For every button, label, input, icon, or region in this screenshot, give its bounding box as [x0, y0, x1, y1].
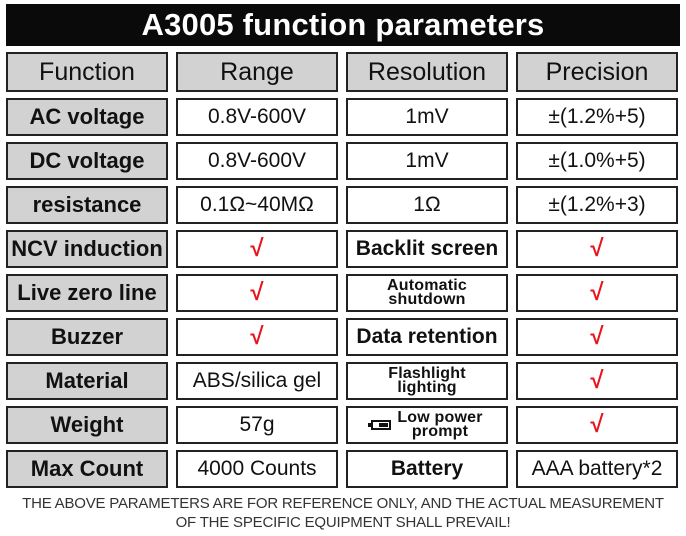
resolution-cell: 1mV [346, 98, 508, 136]
resolution-cell: 1mV [346, 142, 508, 180]
page-title: A3005 function parameters [141, 7, 545, 42]
feature-label-line2: lighting [397, 379, 457, 396]
header-precision: Precision [516, 52, 678, 92]
range-cell: 0.1Ω~40MΩ [176, 186, 338, 224]
header-function: Function [6, 52, 168, 92]
resolution-cell: Backlit screen [346, 230, 508, 268]
feature-label-line1: Flashlight [388, 365, 466, 382]
table-row: Live zero line √ Automatic shutdown √ [6, 274, 680, 312]
function-cell: resistance [6, 186, 168, 224]
resolution-cell: Low power prompt [346, 406, 508, 444]
check-mark-icon: √ [516, 274, 678, 312]
table-header-row: Function Range Resolution Precision [6, 52, 680, 92]
title-bar: A3005 function parameters [6, 4, 680, 46]
range-cell: ABS/silica gel [176, 362, 338, 400]
table-row: NCV induction √ Backlit screen √ [6, 230, 680, 268]
range-cell: 4000 Counts [176, 450, 338, 488]
resolution-cell: Automatic shutdown [346, 274, 508, 312]
precision-cell: ±(1.2%+5) [516, 98, 678, 136]
feature-label-line2: shutdown [388, 291, 466, 308]
header-resolution: Resolution [346, 52, 508, 92]
disclaimer: THE ABOVE PARAMETERS ARE FOR REFERENCE O… [0, 494, 686, 532]
resolution-cell: Data retention [346, 318, 508, 356]
feature-label-line1: Automatic [386, 277, 468, 294]
function-cell: Weight [6, 406, 168, 444]
resolution-cell: Flashlight lighting [346, 362, 508, 400]
table-row: resistance 0.1Ω~40MΩ 1Ω ±(1.2%+3) [6, 186, 680, 224]
disclaimer-line2: OF THE SPECIFIC EQUIPMENT SHALL PREVAIL! [175, 514, 511, 531]
check-mark-icon: √ [176, 274, 338, 312]
table-row: Weight 57g Low power prompt √ [6, 406, 680, 444]
function-cell: Max Count [6, 450, 168, 488]
feature-label-line1: Low power [397, 409, 483, 426]
check-mark-icon: √ [516, 406, 678, 444]
feature-label-line2: prompt [411, 423, 469, 440]
precision-cell: ±(1.0%+5) [516, 142, 678, 180]
range-cell: 0.8V-600V [176, 98, 338, 136]
resolution-cell: 1Ω [346, 186, 508, 224]
function-cell: Buzzer [6, 318, 168, 356]
check-mark-icon: √ [176, 230, 338, 268]
range-cell: 57g [176, 406, 338, 444]
header-range: Range [176, 52, 338, 92]
disclaimer-line1: THE ABOVE PARAMETERS ARE FOR REFERENCE O… [22, 495, 664, 512]
table-row: DC voltage 0.8V-600V 1mV ±(1.0%+5) [6, 142, 680, 180]
resolution-cell: Battery [346, 450, 508, 488]
precision-cell: AAA battery*2 [516, 450, 678, 488]
check-mark-icon: √ [516, 230, 678, 268]
table-row: Material ABS/silica gel Flashlight light… [6, 362, 680, 400]
function-cell: DC voltage [6, 142, 168, 180]
range-cell: 0.8V-600V [176, 142, 338, 180]
check-mark-icon: √ [176, 318, 338, 356]
function-cell: Material [6, 362, 168, 400]
function-cell: Live zero line [6, 274, 168, 312]
check-mark-icon: √ [516, 318, 678, 356]
function-cell: AC voltage [6, 98, 168, 136]
table-row: AC voltage 0.8V-600V 1mV ±(1.2%+5) [6, 98, 680, 136]
table-row: Buzzer √ Data retention √ [6, 318, 680, 356]
precision-cell: ±(1.2%+3) [516, 186, 678, 224]
table-row: Max Count 4000 Counts Battery AAA batter… [6, 450, 680, 488]
function-cell: NCV induction [6, 230, 168, 268]
parameters-table: Function Range Resolution Precision AC v… [6, 52, 680, 494]
battery-low-icon [368, 420, 392, 430]
check-mark-icon: √ [516, 362, 678, 400]
